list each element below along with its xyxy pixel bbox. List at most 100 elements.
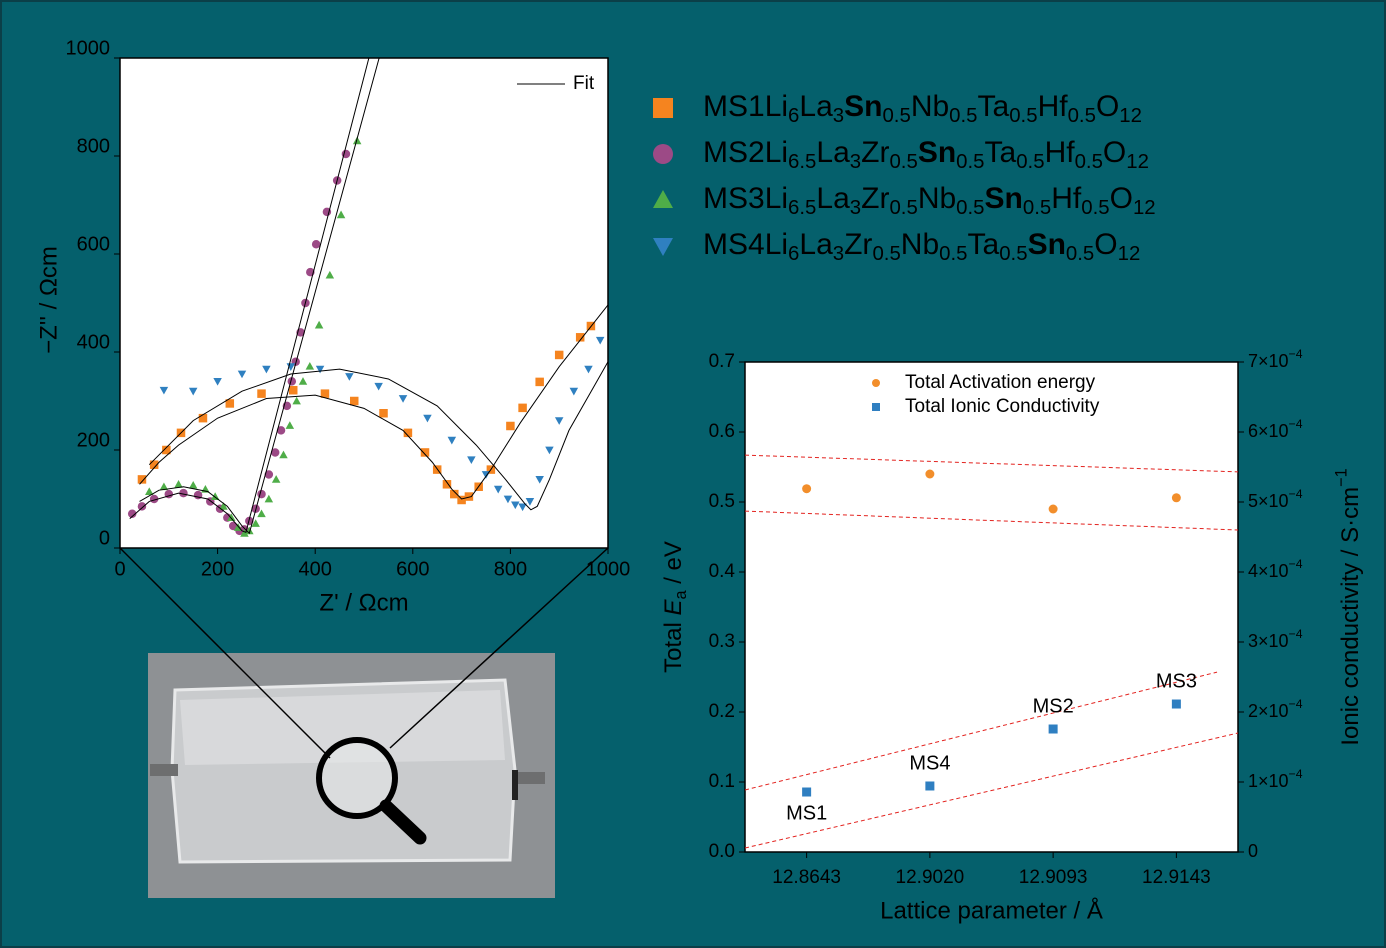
marker-triangle [535,476,544,484]
y-axis-label: −Z'' / Ωcm [35,246,62,354]
point-label: MS4 [909,752,950,774]
text-part: Total [660,616,687,673]
marker-triangle [447,436,457,445]
text-part: 0.5 [1075,151,1103,173]
text-part: Nb [901,228,939,261]
marker-square [518,403,527,413]
marker-triangle [210,492,220,500]
text-part: 0.5 [889,151,917,173]
y-tick-label: 0 [99,527,110,549]
fit-line [148,361,608,511]
text-part: Zr [844,228,872,261]
y2-tick-label: 2×10−4 [1248,697,1303,721]
series-name: MS1 [703,90,765,123]
marker-square [349,396,359,406]
fit-line [129,58,370,533]
marker-triangle [257,509,266,518]
text-part: E [660,599,687,616]
text-part: Ta [978,90,1010,123]
x-tick-label: 600 [396,558,429,580]
tab-seal [512,770,518,800]
marker-square [464,492,474,501]
text-part: Zr [861,136,889,169]
marker-triangle [271,475,281,483]
marker-square [198,413,208,423]
text-part: −4 [1289,767,1303,781]
text-part: / eV [660,541,687,590]
x-tick-label: 12.8643 [772,867,841,888]
marker-circle [802,484,812,494]
marker-square [320,389,330,398]
point-label: MS1 [786,802,827,824]
pouch-highlight [180,690,505,765]
marker-triangle [159,386,169,395]
marker-triangle [237,370,247,379]
text-part: 0.5 [956,151,984,173]
text-part: 3×10 [1248,631,1289,651]
marker-square [257,389,266,398]
legend-label: MS3Li6.5La3Zr0.5Nb0.5Sn0.5Hf0.5O12 [703,182,1156,219]
marker-circle [276,426,286,435]
x-tick-label: 200 [201,558,234,580]
text-part: 0.5 [956,197,984,219]
y-tick-label: 200 [77,429,110,451]
text-part: 4×10 [1248,561,1289,581]
marker-square [137,475,147,484]
x-tick-label: 800 [494,558,527,580]
text-part: 3 [850,151,861,173]
marker-square [925,781,935,791]
magnifier-handle [379,799,427,845]
y2-tick-label: 0 [1248,841,1258,861]
fit-line [139,304,608,500]
text-part: Sn [1028,228,1066,261]
marker-triangle [213,378,222,386]
marker-square [288,385,298,395]
text-part: 12 [1126,151,1149,173]
x-tick-label: 12.9020 [896,867,965,888]
marker-triangle [345,373,354,381]
marker-square [1048,724,1058,734]
text-part: O [1110,182,1133,215]
text-part: Sn [985,182,1023,215]
text-part: La [799,228,833,261]
marker-triangle [188,387,198,396]
marker-square [535,377,544,387]
text-part: Li [765,136,788,169]
text-part: 12 [1118,243,1141,265]
marker-square [225,399,235,408]
text-part: Hf [1051,182,1082,215]
marker-triangle [314,320,324,329]
text-part: 6 [788,243,799,265]
marker-circle [270,448,280,457]
marker-square [149,460,159,469]
text-part: −4 [1289,557,1303,571]
fit-line [139,58,380,535]
text-part: 6.5 [788,197,816,219]
marker-triangle [423,414,432,423]
text-part: La [799,90,833,123]
x-tick-label: 0 [114,558,125,580]
text-part: La [816,136,850,169]
x-tick-label: 12.9093 [1019,867,1088,888]
legend-marker [872,379,880,387]
marker-square [442,480,452,489]
y-tick-label: 800 [77,135,110,157]
zoom-line [119,547,331,759]
zoom-line [389,547,609,749]
marker-triangle [325,270,335,279]
legend-label: MS2Li6.5La3Zr0.5Sn0.5Ta0.5Hf0.5O12 [703,136,1149,173]
series-name: MS2 [703,136,765,169]
marker-triangle [251,519,260,527]
marker-triangle [398,395,408,403]
text-part: 12 [1119,105,1142,127]
text-part: 0.5 [999,243,1027,265]
marker-circle [1171,493,1181,503]
marker-triangle [159,482,169,491]
y2-tick-label: 5×10−4 [1248,487,1303,511]
marker-triangle [467,456,476,465]
marker-triangle [554,417,564,425]
y-tick-label: 400 [77,331,110,353]
marker-square [802,787,812,797]
y2-tick-label: 3×10−4 [1248,627,1303,651]
text-part: Sn [918,136,956,169]
